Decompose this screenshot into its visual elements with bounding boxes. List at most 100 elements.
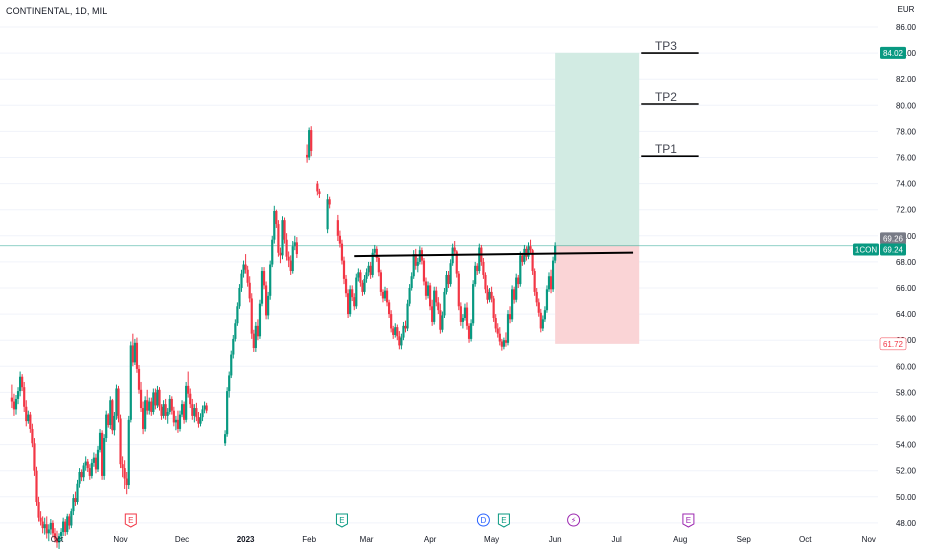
candle-body bbox=[92, 457, 95, 463]
candle-body bbox=[543, 310, 546, 320]
candle-body bbox=[242, 264, 245, 274]
event-marker[interactable]: E bbox=[335, 513, 348, 528]
y-tick-label: 84.00 bbox=[896, 49, 917, 58]
candle bbox=[45, 516, 48, 539]
candle bbox=[185, 381, 188, 423]
candle bbox=[377, 255, 380, 277]
time-axis[interactable]: Oct Nov Dec 2023 Feb Mar Apr May Jun Jul Aug Sep Oct… bbox=[51, 535, 876, 544]
candle-body bbox=[381, 291, 385, 299]
candle-body bbox=[78, 472, 81, 484]
candle bbox=[72, 494, 75, 516]
candle-body bbox=[408, 288, 411, 304]
candle-body bbox=[517, 277, 520, 285]
candle-body bbox=[224, 434, 227, 444]
candle bbox=[94, 453, 98, 474]
candle-body bbox=[398, 336, 401, 346]
candle bbox=[383, 286, 387, 302]
candle-body bbox=[203, 405, 206, 410]
candle-body bbox=[431, 306, 434, 322]
candle bbox=[33, 438, 36, 476]
price-axis[interactable]: EUR 48.00 50.00 52.00 54.00 56.00 58.00 60.00 62… bbox=[896, 5, 917, 528]
target-label-tp2: TP2 bbox=[655, 90, 677, 104]
candle bbox=[347, 289, 350, 319]
candle-body bbox=[131, 345, 134, 363]
candle-body bbox=[254, 325, 257, 349]
candle bbox=[133, 338, 136, 365]
candle-body bbox=[490, 291, 493, 299]
candle bbox=[98, 428, 102, 453]
event-marker-shape bbox=[682, 513, 695, 528]
candle-body bbox=[404, 325, 407, 329]
candle-body bbox=[363, 278, 366, 292]
candle bbox=[381, 289, 385, 303]
candle-body bbox=[57, 535, 61, 543]
candle-body bbox=[166, 411, 169, 416]
loss-zone[interactable] bbox=[555, 245, 640, 344]
candle-body bbox=[248, 282, 251, 299]
x-tick-label: Oct bbox=[51, 535, 64, 544]
candle-body bbox=[529, 246, 532, 251]
event-marker-label: E bbox=[686, 516, 691, 525]
candle bbox=[535, 288, 538, 307]
candle bbox=[35, 466, 38, 506]
candle-body bbox=[176, 419, 180, 429]
candle-body bbox=[472, 284, 475, 324]
candle-body bbox=[336, 220, 339, 236]
candle-body bbox=[406, 303, 409, 329]
candle-body bbox=[535, 291, 538, 303]
candle bbox=[431, 299, 434, 326]
candle bbox=[115, 384, 118, 420]
candle-body bbox=[541, 319, 544, 329]
candle bbox=[435, 286, 438, 307]
candle bbox=[484, 272, 487, 294]
event-marker[interactable]: E bbox=[497, 513, 510, 528]
candle-body bbox=[484, 274, 487, 290]
event-marker-label: E bbox=[128, 516, 133, 525]
event-marker[interactable]: E bbox=[124, 513, 137, 528]
price-tag: 69.24 bbox=[880, 243, 906, 256]
candle-body bbox=[103, 438, 106, 476]
event-markers[interactable]: E E D E ⚡ E bbox=[124, 513, 695, 528]
breakout-trendline[interactable] bbox=[354, 251, 634, 258]
y-tick-label: 74.00 bbox=[896, 180, 917, 189]
position-zones[interactable] bbox=[555, 52, 640, 344]
candle bbox=[269, 260, 272, 300]
candle bbox=[504, 332, 508, 347]
y-tick-label: 76.00 bbox=[896, 154, 917, 163]
candle-body bbox=[183, 404, 186, 420]
candle-body bbox=[545, 289, 549, 311]
event-marker[interactable]: E bbox=[682, 513, 695, 528]
candle bbox=[291, 241, 294, 274]
price-tags: 84.02 69.26 69.24 61.72 1CON bbox=[853, 46, 907, 351]
event-marker-shape bbox=[476, 513, 490, 527]
candle bbox=[191, 398, 194, 420]
drawings[interactable]: TP1 TP2 TP3 bbox=[354, 39, 699, 258]
candle-body bbox=[146, 400, 149, 411]
candle bbox=[422, 257, 426, 286]
candle bbox=[154, 388, 157, 410]
event-marker[interactable]: ⚡ bbox=[567, 513, 581, 527]
candle bbox=[355, 273, 358, 309]
candle bbox=[135, 337, 139, 373]
candle-body bbox=[234, 323, 237, 339]
profit-zone[interactable] bbox=[555, 52, 640, 246]
candle-body bbox=[232, 338, 235, 355]
candle bbox=[148, 397, 151, 415]
candle bbox=[55, 530, 59, 548]
y-tick-label: 60.00 bbox=[896, 362, 917, 371]
candle bbox=[408, 284, 411, 307]
candle-body bbox=[506, 314, 510, 343]
candle-body bbox=[64, 521, 67, 533]
candle-body bbox=[414, 254, 417, 266]
candle-body bbox=[23, 387, 26, 407]
price-tag-text: 69.24 bbox=[883, 246, 904, 255]
candle bbox=[338, 230, 341, 248]
candle bbox=[508, 306, 512, 324]
candle bbox=[441, 311, 444, 333]
candle-body bbox=[66, 516, 69, 533]
price-tag-bg bbox=[880, 232, 906, 245]
candle bbox=[16, 387, 20, 405]
candle-body bbox=[265, 285, 268, 316]
event-marker[interactable]: D bbox=[476, 513, 490, 527]
